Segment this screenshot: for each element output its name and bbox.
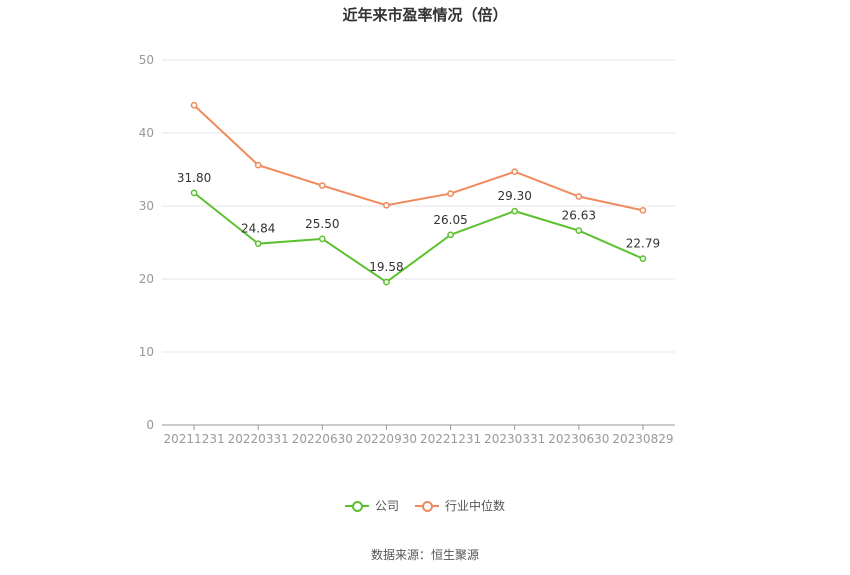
- x-tick-label: 20230829: [612, 432, 673, 446]
- data-source: 数据来源：恒生聚源: [370, 548, 479, 562]
- x-tick-label: 20220331: [228, 432, 289, 446]
- data-point-industry-median: [575, 193, 583, 200]
- x-tick-label: 20220630: [292, 432, 353, 446]
- data-point-company: [318, 235, 326, 243]
- series-group: [190, 101, 647, 286]
- series-line-industry-median: [193, 104, 644, 212]
- x-tick-label: 20220930: [356, 432, 417, 446]
- x-tick-label: 20221231: [420, 432, 481, 446]
- x-axis: 20211231 20220331 20220630 20220930 20221231…: [162, 424, 675, 446]
- data-point-industry-median: [254, 161, 262, 169]
- data-label: 19.58: [369, 260, 403, 274]
- data-point-industry-median: [639, 207, 647, 214]
- y-tick-label: 50: [139, 53, 154, 67]
- data-label: 26.63: [562, 209, 596, 223]
- y-tick-label: 40: [139, 126, 154, 140]
- x-tick-label: 20230630: [548, 432, 609, 446]
- data-point-company: [447, 231, 454, 239]
- legend-swatch-company: [344, 499, 369, 513]
- series-line-company: [193, 192, 644, 284]
- y-tick-label: 0: [146, 418, 154, 432]
- data-point-industry-median: [511, 168, 519, 176]
- data-label: 24.84: [241, 222, 275, 236]
- x-tick-label: 20211231: [164, 432, 225, 446]
- legend: 公司 行业中位数: [0, 497, 850, 514]
- y-axis: 0 10 20 30 40 50: [139, 53, 154, 432]
- y-tick-label: 10: [139, 345, 154, 359]
- data-label: 26.05: [433, 213, 467, 227]
- data-point-company: [190, 189, 198, 197]
- data-label: 22.79: [626, 237, 660, 251]
- grid-lines: [162, 59, 675, 353]
- data-label: 31.80: [177, 171, 211, 185]
- y-tick-label: 20: [139, 272, 154, 286]
- data-point-company: [254, 240, 262, 248]
- data-point-industry-median: [190, 101, 198, 109]
- legend-label-company: 公司: [374, 499, 399, 513]
- data-point-industry-median: [318, 182, 326, 189]
- data-point-industry-median: [447, 190, 454, 197]
- legend-swatch-industry-median: [415, 499, 439, 513]
- data-labels: 31.80 24.84 25.50 19.58 26.05 29.30 26.63 22.79: [177, 171, 660, 274]
- chart-title: 近年来市盈率情况（倍）: [342, 6, 508, 24]
- legend-item-industry-median[interactable]: 行业中位数: [415, 497, 505, 514]
- legend-item-company[interactable]: 公司: [344, 497, 399, 514]
- legend-label-industry-median: 行业中位数: [445, 499, 506, 513]
- data-point-company: [575, 227, 583, 234]
- data-label: 25.50: [305, 217, 339, 231]
- data-point-company: [511, 207, 519, 215]
- y-tick-label: 30: [139, 199, 154, 213]
- x-tick-label: 20230331: [484, 432, 545, 446]
- data-point-company: [639, 255, 647, 262]
- data-label: 29.30: [498, 189, 532, 203]
- data-point-industry-median: [383, 201, 390, 209]
- data-point-company: [383, 278, 390, 286]
